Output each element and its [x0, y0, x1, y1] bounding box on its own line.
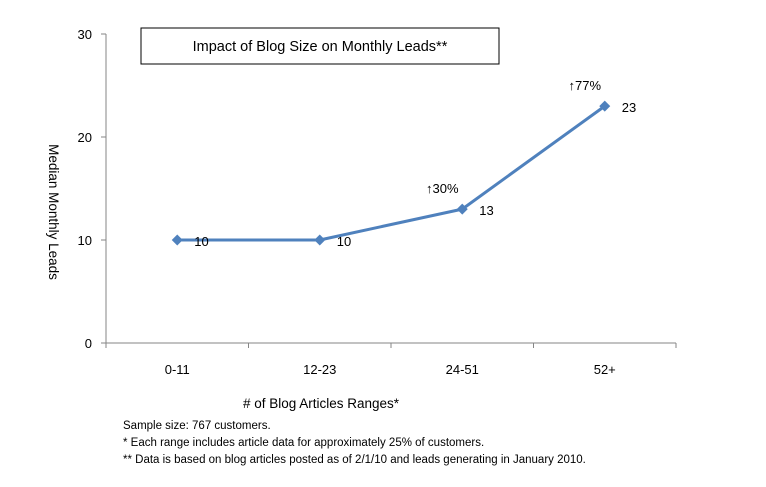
sample-size-note: Sample size: 767 customers. — [123, 420, 271, 432]
annotations: ↑30% ↑77% — [426, 78, 601, 196]
data-point-marker — [456, 203, 468, 215]
data-label: 23 — [622, 100, 636, 115]
y-tick-label: 20 — [78, 130, 92, 145]
y-tick-label: 30 — [78, 27, 92, 42]
y-axis: 0 10 20 30 — [78, 27, 107, 351]
title-frame — [140, 27, 500, 65]
x-axis-title: # of Blog Articles Ranges* — [243, 396, 400, 411]
y-axis-title: Median Monthly Leads — [46, 144, 61, 280]
y-tick-label: 10 — [78, 233, 92, 248]
growth-annotation: ↑77% — [568, 78, 601, 93]
range-note: * Each range includes article data for a… — [123, 437, 485, 449]
y-tick-label: 0 — [85, 336, 92, 351]
x-tick-label: 24-51 — [446, 362, 479, 377]
data-point-marker — [314, 234, 326, 246]
data-basis-note: ** Data is based on blog articles posted… — [123, 454, 586, 466]
data-point-marker — [171, 234, 183, 246]
series-line — [177, 104, 606, 242]
data-labels: 10 10 13 23 — [194, 100, 636, 249]
x-axis: 0-11 12-23 24-51 52+ — [105, 342, 677, 377]
chart-title-box: Impact of Blog Size on Monthly Leads** — [140, 27, 500, 65]
data-point-marker — [599, 100, 611, 112]
x-tick-label: 52+ — [594, 362, 616, 377]
chart-title: Impact of Blog Size on Monthly Leads** — [193, 39, 448, 55]
chart-notes: Sample size: 767 customers. * Each range… — [123, 418, 586, 469]
growth-annotation: ↑30% — [426, 181, 459, 196]
data-label: 10 — [337, 234, 351, 249]
series-line-group — [171, 100, 611, 246]
x-tick-label: 12-23 — [303, 362, 336, 377]
data-label: 10 — [194, 234, 208, 249]
x-tick-label: 0-11 — [165, 362, 190, 377]
data-label: 13 — [479, 203, 493, 218]
